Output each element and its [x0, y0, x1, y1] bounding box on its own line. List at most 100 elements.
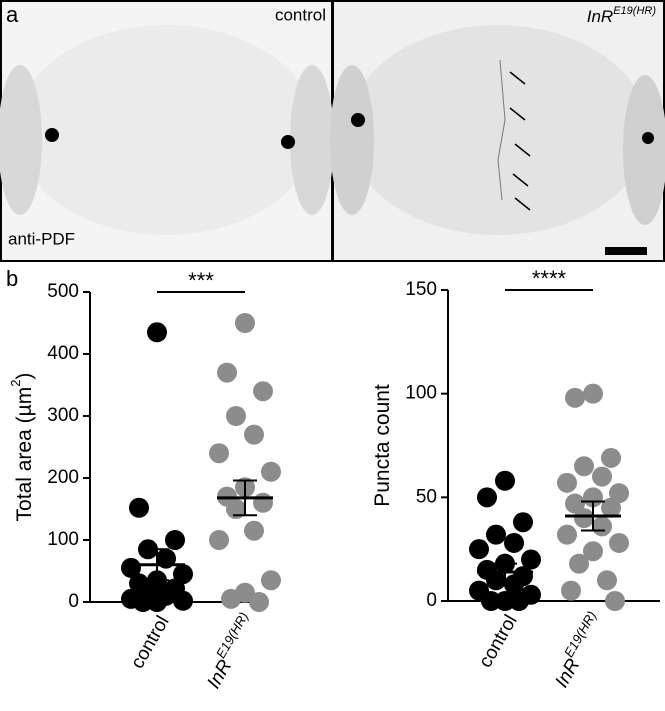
data-point: [481, 591, 501, 611]
y-label-part: Puncta count: [371, 384, 394, 507]
data-point: [592, 466, 612, 487]
y-label-part: ): [13, 373, 36, 380]
data-point: [509, 591, 529, 611]
data-point: [261, 570, 281, 591]
category: control: [475, 612, 522, 672]
category: control: [127, 613, 174, 673]
significance: ****: [532, 266, 567, 291]
scale-bar: [605, 247, 647, 255]
y-label-part: Total area (µm: [13, 387, 36, 522]
error-bar: [233, 479, 257, 517]
data-point: [244, 520, 264, 541]
panel-label: a: [6, 2, 19, 27]
data-point: [504, 532, 524, 553]
data-point: [209, 443, 229, 464]
data-point: [226, 406, 246, 426]
brain: [16, 25, 316, 235]
data-point: [121, 557, 141, 578]
data-point: [597, 570, 617, 591]
y-tick-label: 100: [405, 383, 437, 404]
data-point: [561, 580, 581, 601]
cell-body: [281, 135, 295, 149]
data-point: [486, 524, 506, 545]
stain-label: anti-PDF: [8, 229, 75, 248]
data-point: [477, 487, 497, 508]
data-point: [147, 322, 167, 343]
y-axis-label: Puncta count: [371, 384, 394, 507]
data-point: [521, 549, 541, 570]
optic-lobe: [330, 65, 374, 215]
category: InR: [203, 656, 236, 692]
y-tick-label: 150: [405, 279, 437, 300]
y-label-part: 2: [8, 380, 23, 387]
y-tick-label: 400: [47, 343, 79, 364]
error-bar: [493, 562, 517, 582]
data-point: [147, 592, 167, 612]
cell-body: [351, 113, 365, 127]
data-point: [253, 381, 273, 402]
y-tick-label: 300: [47, 405, 79, 426]
data-point: [217, 362, 237, 383]
data-point: [244, 424, 264, 445]
y-axis-label: Total area (µm2): [8, 373, 35, 522]
y-tick-label: 500: [47, 281, 79, 302]
data-point: [495, 591, 515, 611]
data-point: [209, 530, 229, 550]
y-tick-label: 0: [426, 590, 437, 611]
image-label: InRE19(HR): [587, 5, 657, 27]
x-tick-label: InRE19(HR): [547, 609, 610, 692]
data-point: [565, 387, 585, 408]
optic-lobe: [290, 65, 334, 215]
data-point: [495, 470, 515, 491]
data-point: [469, 539, 489, 560]
cell-body: [45, 128, 59, 142]
data-point: [557, 524, 577, 545]
data-point: [583, 383, 603, 404]
category-superscript: E19(HR): [213, 610, 251, 661]
x-tick-label: control: [127, 613, 174, 673]
data-point: [609, 532, 629, 553]
image-label: control: [275, 5, 326, 24]
data-point: [557, 472, 577, 493]
error-bar: [145, 548, 169, 582]
data-point: [592, 516, 612, 537]
projection: [497, 59, 506, 201]
data-point: [601, 497, 621, 518]
data-point: [133, 592, 153, 612]
data-point: [253, 492, 273, 513]
arrows: [509, 71, 531, 211]
y-tick-label: 0: [68, 591, 79, 612]
x-tick-label: control: [475, 612, 522, 672]
data-point: [569, 553, 589, 574]
optic-lobe: [0, 65, 42, 215]
data-point: [261, 461, 281, 482]
data-point: [574, 456, 594, 477]
brain: [348, 25, 648, 235]
data-point: [249, 592, 269, 612]
data-point: [574, 508, 594, 529]
significance: ***: [188, 268, 214, 293]
data-point: [173, 590, 193, 611]
panel-label: b: [6, 266, 18, 291]
error-bar: [581, 500, 605, 532]
y-tick-label: 100: [47, 529, 79, 550]
y-tick-label: 50: [416, 486, 437, 507]
data-point: [565, 493, 585, 514]
data-point: [583, 541, 603, 562]
data-point: [235, 313, 255, 333]
data-point: [605, 591, 625, 611]
optic-lobe: [623, 75, 665, 225]
x-tick-label: InRE19(HR): [199, 610, 262, 693]
cell-body: [642, 132, 654, 144]
data-point: [513, 512, 533, 533]
category-superscript: E19(HR): [561, 609, 599, 660]
data-point: [129, 497, 149, 518]
micrographs: a control InRE19(HR) anti-PDF: [0, 0, 665, 262]
data-point: [221, 588, 241, 609]
data-point: [601, 447, 621, 468]
data-point: [165, 530, 185, 550]
data-point: [226, 499, 246, 519]
y-tick-label: 200: [47, 467, 79, 488]
category: InR: [551, 655, 584, 691]
